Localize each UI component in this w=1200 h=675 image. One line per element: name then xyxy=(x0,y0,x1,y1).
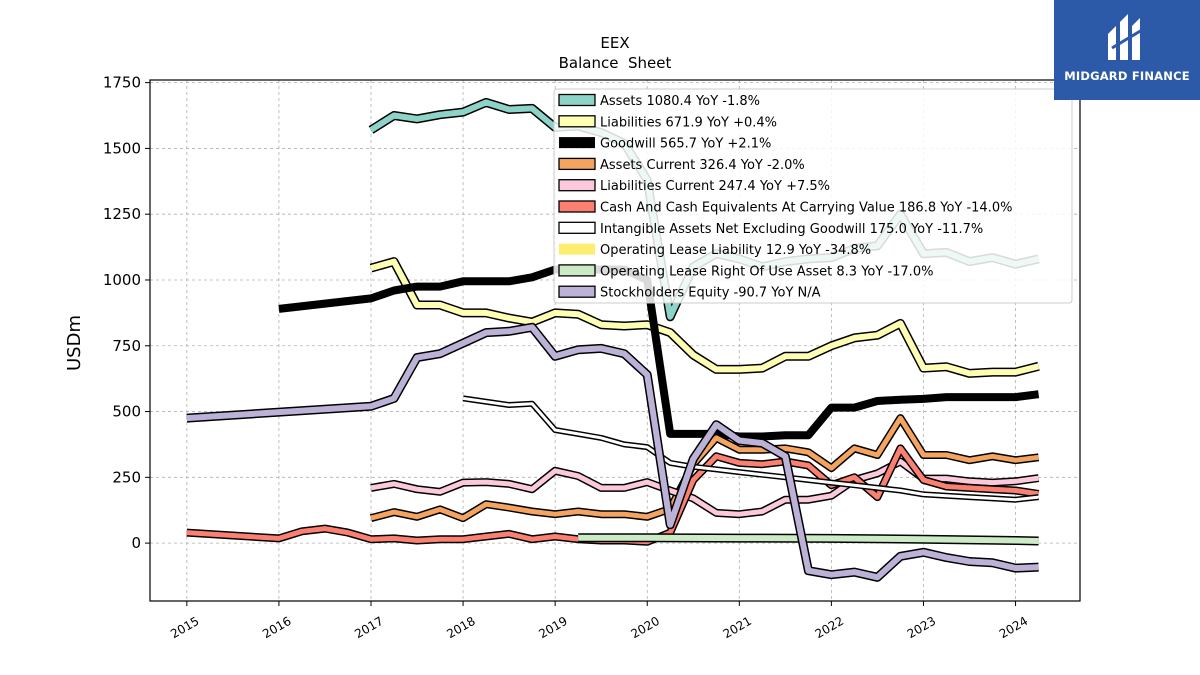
x-tick-label: 2018 xyxy=(444,614,477,641)
series-8 xyxy=(578,533,1039,546)
plot-frame xyxy=(149,79,1081,602)
legend: Assets 1080.4 YoY -1.8% Liabilities 671.9… xyxy=(553,88,1073,304)
x-tick-label: 2021 xyxy=(721,614,754,641)
legend-item: Assets 1080.4 YoY -1.8% xyxy=(558,93,760,109)
logo-text: MIDGARD FINANCE xyxy=(1064,69,1190,83)
x-tick-label: 2020 xyxy=(629,614,662,641)
legend-label: Operating Lease Liability 12.9 YoY -34.8… xyxy=(600,243,871,258)
series-2 xyxy=(278,265,1040,441)
x-tick-label: 2024 xyxy=(997,614,1030,641)
y-axis-label: USDm xyxy=(64,315,85,371)
legend-swatch xyxy=(559,243,595,255)
legend-label: Assets 1080.4 YoY -1.8% xyxy=(600,94,760,109)
series-3 xyxy=(369,414,1040,523)
series-line xyxy=(462,396,1039,502)
y-tick-label: 1000 xyxy=(103,271,141,289)
legend-label: Stockholders Equity -90.7 YoY N/A xyxy=(600,286,821,301)
series-line xyxy=(370,415,1039,521)
legend-label: Assets Current 326.4 YoY -2.0% xyxy=(600,158,805,173)
logo-mark-icon xyxy=(1108,14,1143,60)
legend-item: Goodwill 565.7 YoY +2.1% xyxy=(559,137,771,152)
series-6 xyxy=(462,395,1039,503)
y-tick-label: 250 xyxy=(112,468,141,486)
series-layer xyxy=(186,97,1040,582)
y-tick-label: 0 xyxy=(131,534,141,552)
x-tick-label: 2015 xyxy=(168,614,201,641)
legend-swatch xyxy=(558,179,596,192)
series-line xyxy=(278,265,1040,441)
legend-label: Operating Lease Right Of Use Asset 8.3 Y… xyxy=(600,264,933,279)
y-tick-label: 1250 xyxy=(103,205,141,223)
legend-swatch xyxy=(558,115,596,128)
legend-item: Stockholders Equity -90.7 YoY N/A xyxy=(558,285,821,301)
legend-swatch xyxy=(558,285,596,298)
series-1 xyxy=(369,257,1040,378)
legend-swatch xyxy=(558,221,596,234)
legend-label: Cash And Cash Equivalents At Carrying Va… xyxy=(600,201,1012,216)
chart-title: EEX xyxy=(600,34,629,52)
legend-swatch xyxy=(558,93,596,107)
x-tick-label: 2019 xyxy=(536,614,569,641)
legend-item: Operating Lease Liability 12.9 YoY -34.8… xyxy=(559,243,871,258)
series-line xyxy=(186,324,1039,581)
chart-subtitle: Balance Sheet xyxy=(559,54,672,72)
legend-item: Liabilities 671.9 YoY +0.4% xyxy=(558,115,777,130)
legend-item: Operating Lease Right Of Use Asset 8.3 Y… xyxy=(558,264,933,279)
y-tick-label: 1500 xyxy=(103,139,141,157)
legend-item: Cash And Cash Equivalents At Carrying Va… xyxy=(558,200,1012,216)
legend-swatch xyxy=(558,200,596,213)
series-9 xyxy=(186,322,1039,582)
legend-label: Goodwill 565.7 YoY +2.1% xyxy=(600,137,771,152)
y-tick-label: 750 xyxy=(112,337,141,355)
series-line xyxy=(578,534,1039,544)
series-line xyxy=(370,258,1040,377)
x-tick-label: 2022 xyxy=(813,614,846,641)
x-tick-label: 2016 xyxy=(260,614,293,641)
legend-item: Intangible Assets Net Excluding Goodwill… xyxy=(558,221,983,237)
legend-swatch xyxy=(558,264,596,277)
legend-label: Liabilities 671.9 YoY +0.4% xyxy=(600,115,777,130)
x-tick-label: 2023 xyxy=(905,614,938,641)
legend-swatch xyxy=(558,157,596,171)
legend-box xyxy=(553,88,1073,304)
y-tick-label: 500 xyxy=(112,403,141,421)
legend-label: Intangible Assets Net Excluding Goodwill… xyxy=(600,222,983,237)
y-tick-label: 1750 xyxy=(103,74,141,92)
legend-label: Liabilities Current 247.4 YoY +7.5% xyxy=(600,179,830,194)
legend-item: Assets Current 326.4 YoY -2.0% xyxy=(558,157,805,173)
midgard-finance-logo: MIDGARD FINANCE xyxy=(1054,0,1200,100)
x-tick-label: 2017 xyxy=(352,614,385,641)
legend-swatch xyxy=(559,137,595,149)
legend-item: Liabilities Current 247.4 YoY +7.5% xyxy=(558,179,830,194)
